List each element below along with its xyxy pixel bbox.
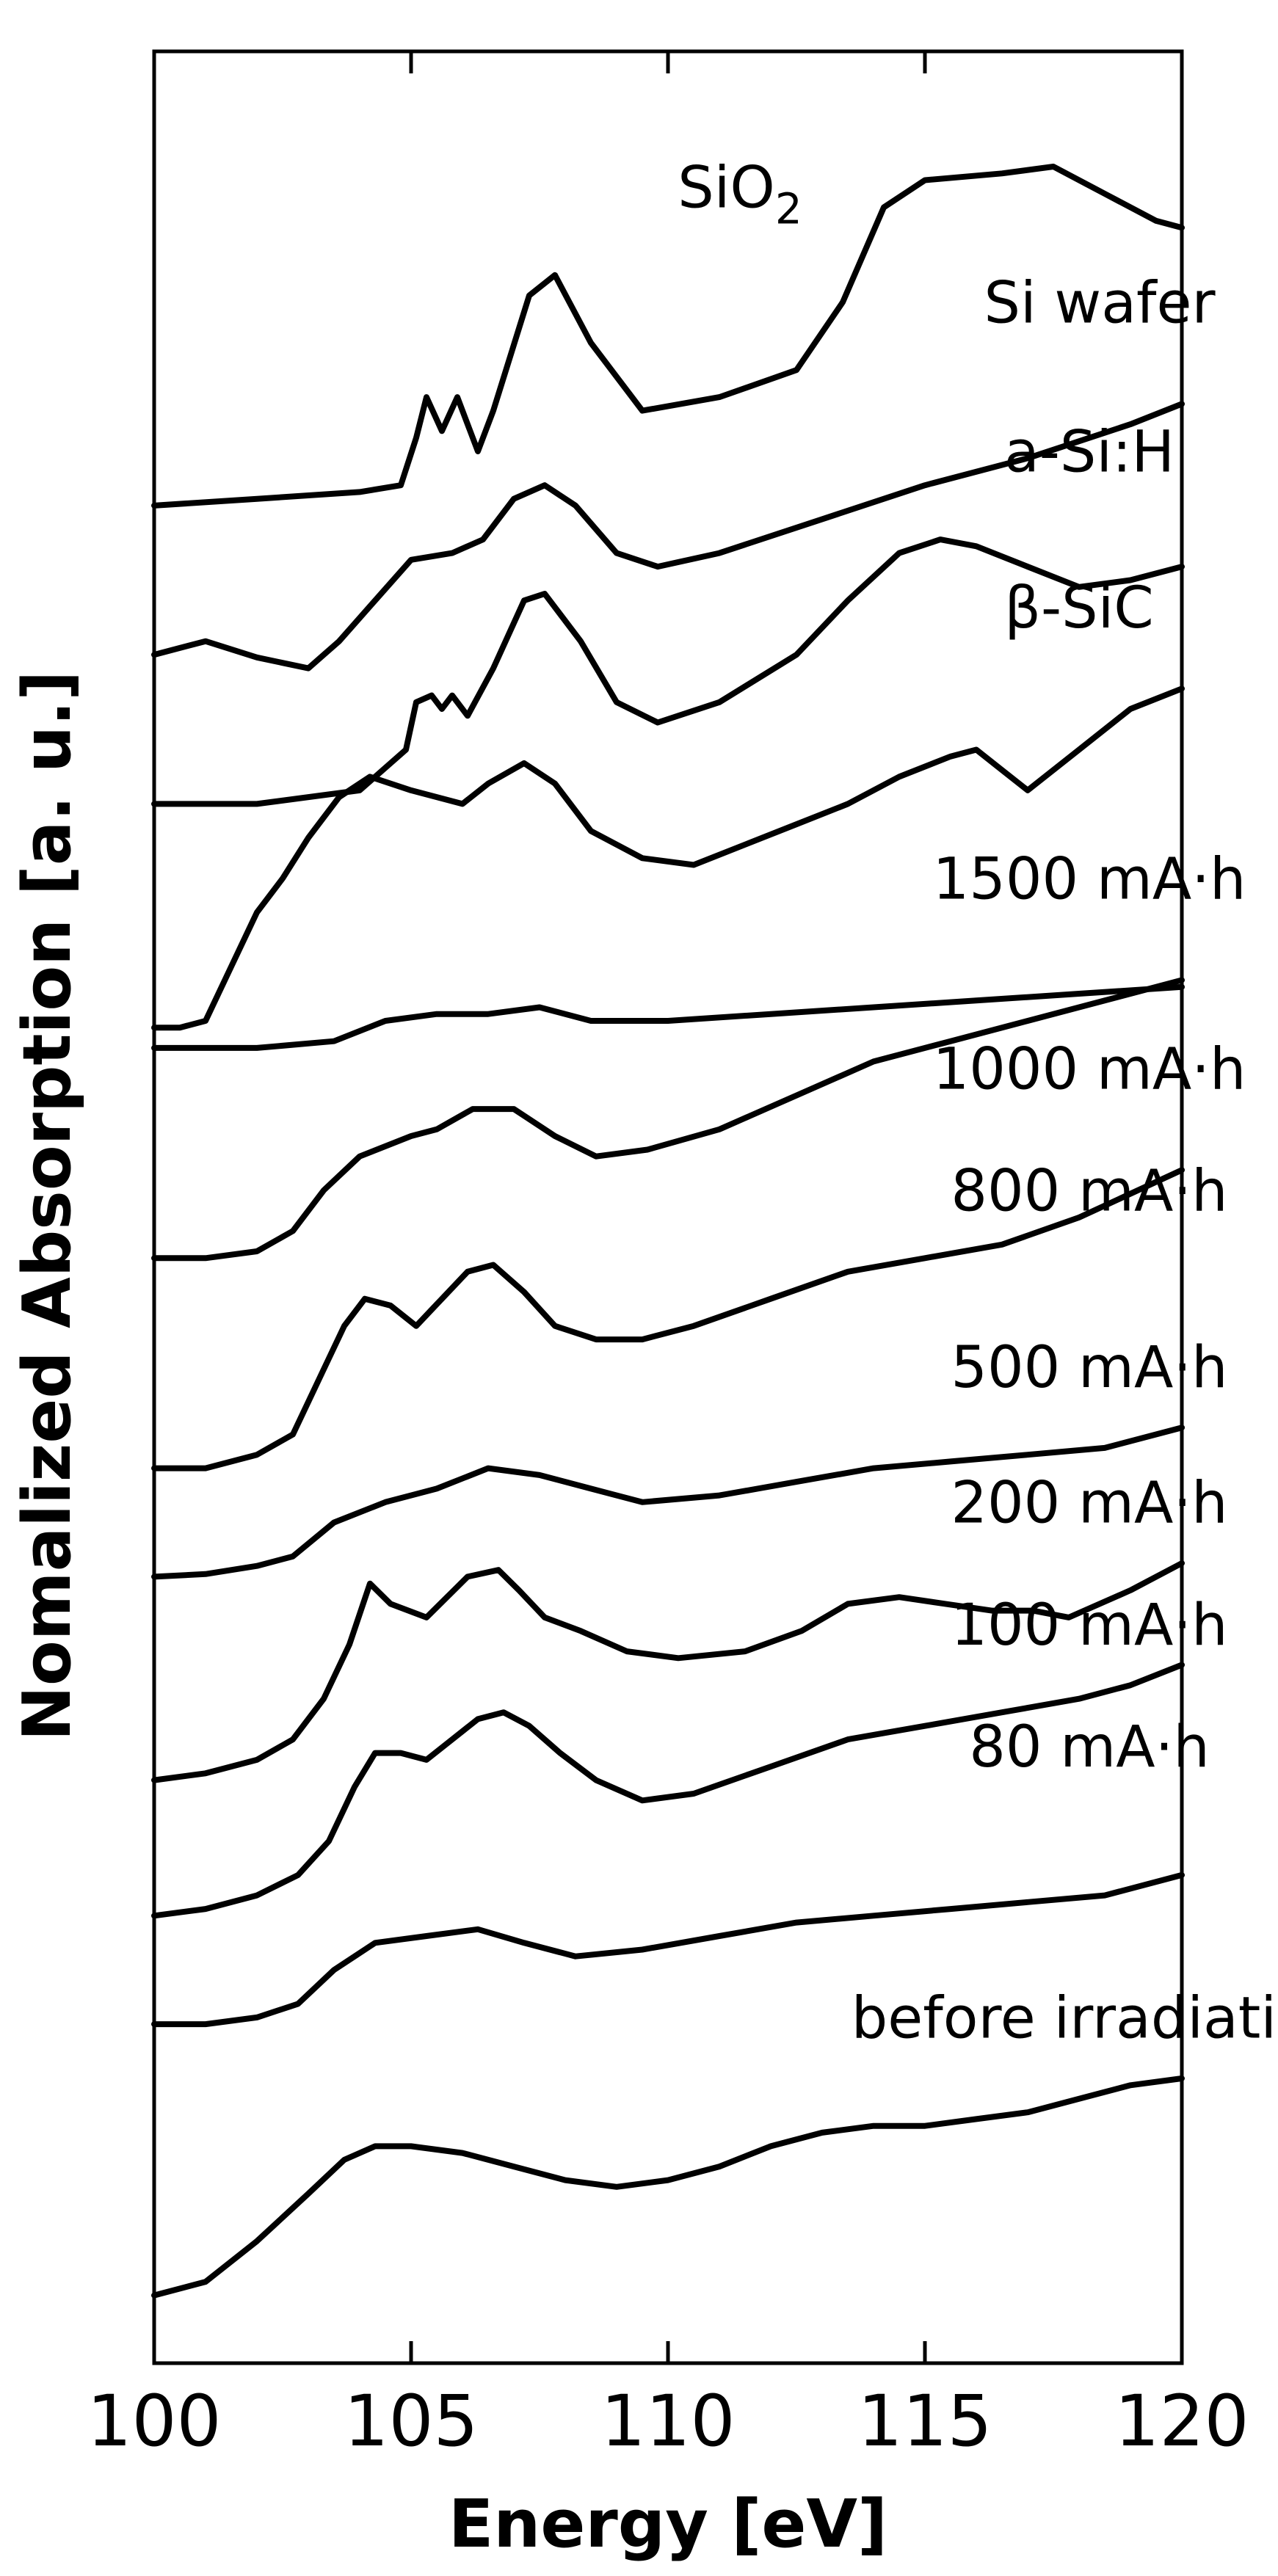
series-label-main: SiO: [678, 156, 775, 222]
series-line-100-ma-h: [151, 1662, 1185, 1919]
series-label-100-ma-h: 100 mA·h: [951, 1593, 1227, 1659]
series-label-si-wafer: Si wafer: [984, 271, 1216, 337]
series-line-a-si-h: [151, 536, 1185, 807]
series-label-1000-ma-h: 1000 mA·h: [933, 1036, 1246, 1102]
x-axis-ticks: 100 105 110 115 120: [87, 51, 1249, 2462]
y-axis-title: Nomalized Absorption [a. u.]: [9, 671, 86, 1742]
x-tick-label-110: 110: [600, 2380, 735, 2462]
series-line-80-ma-h: [151, 1871, 1185, 2028]
series-label-80-ma-h: 80 mA·h: [969, 1714, 1210, 1780]
series-label-1500-ma-h: 1500 mA·h: [933, 847, 1246, 913]
series-label-sio2: SiO2: [678, 156, 802, 234]
series-label-500-ma-h: 500 mA·h: [951, 1335, 1227, 1401]
x-tick-label-105: 105: [344, 2380, 478, 2462]
series-line-200-ma-h: [151, 1560, 1185, 1783]
series-label-800-ma-h: 800 mA·h: [951, 1159, 1227, 1225]
series-line-500-ma-h: [151, 1425, 1185, 1580]
series-label-before-irradiation: before irradiation: [852, 1986, 1278, 2052]
series-line-si-wafer: [151, 401, 1185, 672]
series-line-sic: [151, 685, 1185, 1031]
series-labels: SiO2 Si wafer a-Si:H β-SiC 1500 mA·h 1000 mA·…: [678, 156, 1278, 2052]
series-label-subscript: 2: [775, 184, 802, 234]
x-axis-title: Energy [eV]: [449, 2486, 887, 2563]
series-curves: [151, 164, 1185, 2299]
series-label-200-ma-h: 200 mA·h: [951, 1471, 1227, 1537]
x-tick-label-120: 120: [1114, 2380, 1249, 2462]
x-tick-label-100: 100: [87, 2380, 221, 2462]
series-line-before-irradiation: [151, 2075, 1185, 2299]
series-line-1000-ma-h: [151, 977, 1185, 1262]
series-line-1500-ma-h: [151, 983, 1185, 1051]
series-line-800-ma-h: [151, 1167, 1185, 1471]
x-tick-label-115: 115: [857, 2380, 992, 2462]
series-label-sic: β-SiC: [1004, 575, 1154, 641]
series-line-sio2: [151, 164, 1185, 509]
series-label-a-si-h: a-Si:H: [1004, 420, 1174, 486]
